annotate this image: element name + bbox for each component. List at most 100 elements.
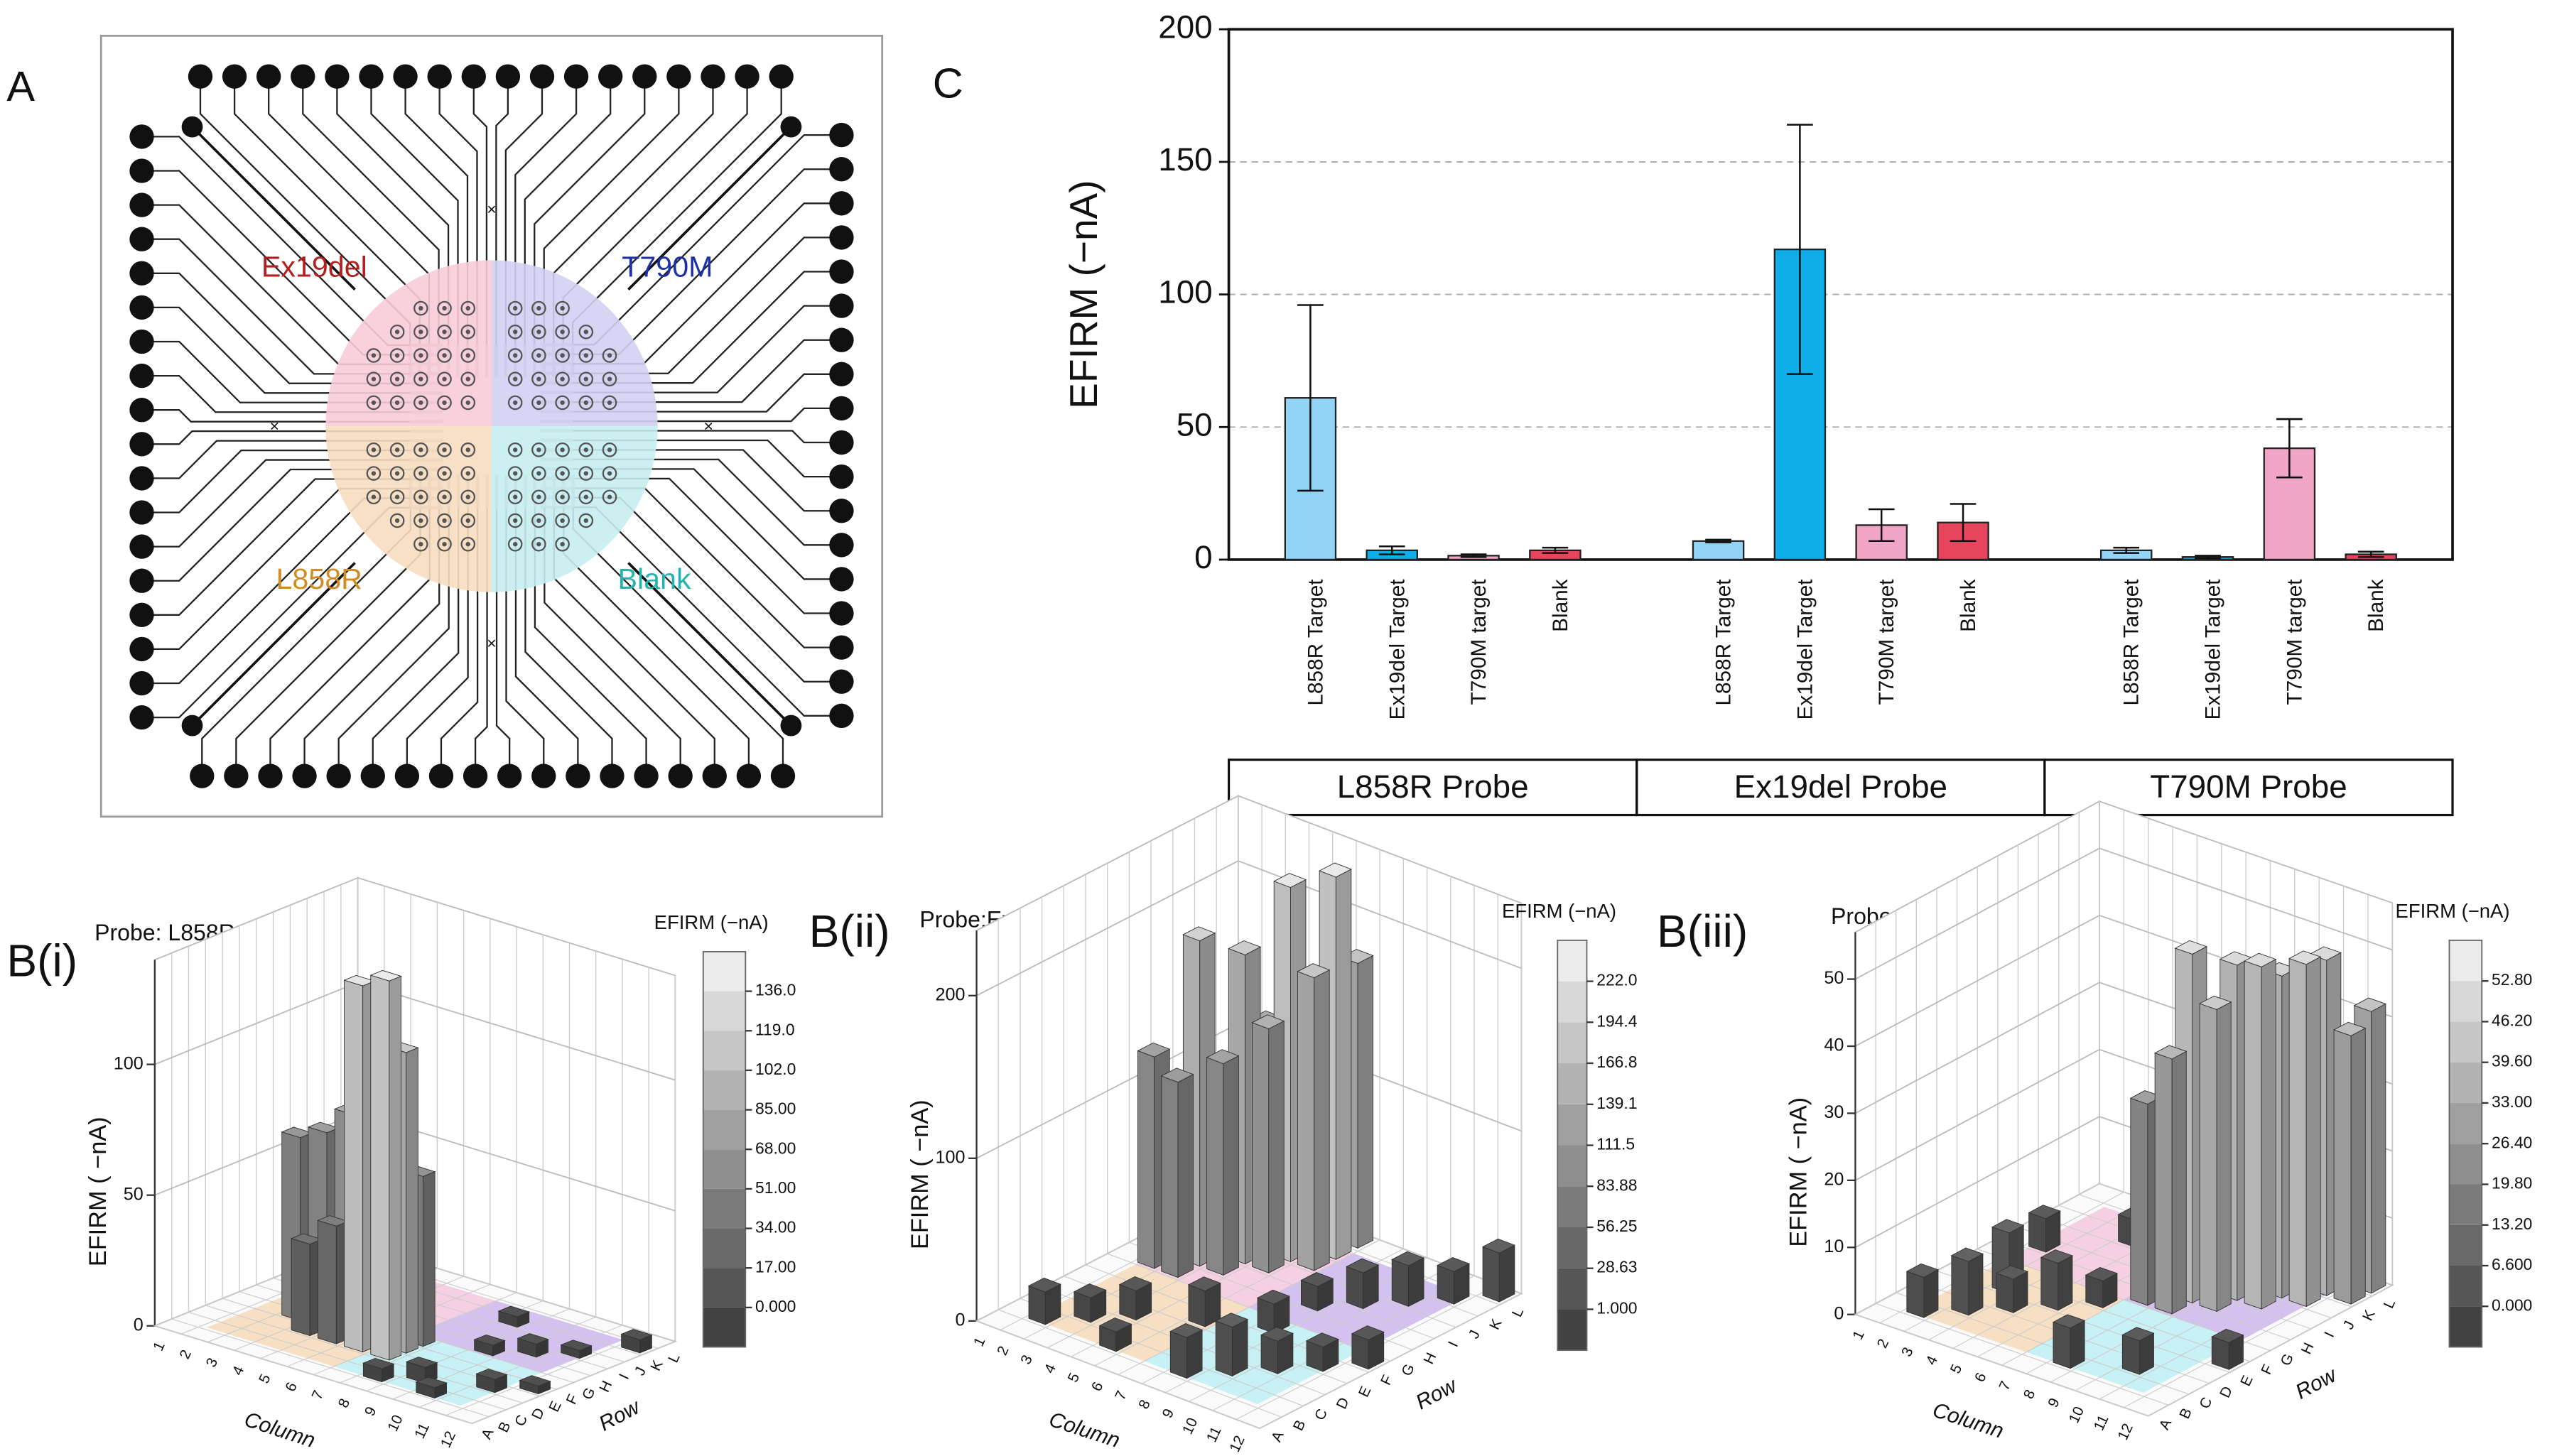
bar-face [1951, 1255, 1969, 1316]
row-tick-label: K [1486, 1316, 1505, 1332]
pad [292, 764, 317, 788]
floor-grid [1896, 1292, 2190, 1395]
bar-top [1351, 1325, 1385, 1341]
bar-top [1098, 1317, 1132, 1332]
column-tick-label: 6 [282, 1380, 301, 1394]
column-tick-label: 5 [1947, 1362, 1966, 1376]
colorbar-tick-label: 17.00 [755, 1257, 796, 1276]
row-tick-label: D [2217, 1384, 2236, 1400]
bar-top [1137, 1042, 1171, 1058]
electrode [602, 371, 617, 386]
colorbar-band [2449, 1102, 2482, 1144]
bar-face [1357, 955, 1374, 1249]
electrode [531, 536, 546, 552]
x-tick-label: T790M target [1875, 579, 1898, 705]
electrode [413, 442, 428, 457]
bar-face [1186, 1329, 1203, 1379]
pad [829, 157, 854, 182]
bar-face [1028, 1285, 1046, 1325]
quadrant-label: Blank [617, 563, 691, 595]
error-bar [1460, 553, 1487, 558]
x-tick-label: Blank [1549, 579, 1572, 632]
floor-grid [1875, 1303, 2169, 1406]
pad [129, 636, 154, 662]
z-tick-label: 0 [1834, 1303, 1844, 1323]
colorbar-tick-label: 0.000 [755, 1297, 796, 1315]
electrode [531, 513, 546, 528]
colorbar-band [1557, 1145, 1587, 1187]
error-bar [2113, 546, 2140, 554]
pad [129, 363, 154, 389]
electrode-dot [418, 353, 423, 358]
bar-3d [560, 1340, 593, 1359]
electrode-dot [512, 400, 518, 406]
pad [129, 568, 154, 593]
electrode-dot [607, 353, 612, 358]
electrode [437, 466, 452, 481]
bar-3d [2211, 1328, 2244, 1370]
trace [141, 409, 411, 423]
floor-grid [976, 1320, 1260, 1429]
row-tick-label: C [1312, 1406, 1331, 1423]
column-tick-label: 10 [384, 1413, 406, 1435]
pad [529, 64, 555, 89]
column-tick-label: 6 [1088, 1379, 1107, 1393]
column-tick-label: 5 [256, 1371, 274, 1386]
pad [129, 466, 154, 491]
pad [129, 534, 154, 559]
pad [736, 764, 762, 788]
electrode-dot [536, 518, 541, 523]
bar-face [1314, 969, 1330, 1271]
electrode [555, 395, 570, 411]
electrode-dot [583, 330, 589, 335]
pad [829, 703, 854, 728]
z-axis-label: EFIRM ( −nA) [85, 1117, 112, 1266]
electrode-dot [583, 353, 589, 358]
bar [1692, 540, 1745, 561]
column-tick-label: 10 [2066, 1404, 2088, 1426]
electrode-dot [465, 541, 470, 547]
electrode-dot [465, 494, 470, 499]
electrode-dot [394, 518, 400, 523]
bar-top [2121, 1327, 2155, 1342]
bar [2263, 447, 2316, 561]
bar-3d [620, 1329, 653, 1354]
electrode-dot [607, 471, 612, 476]
column-tick-label: 1 [1849, 1328, 1868, 1342]
error-bar [1378, 545, 1405, 555]
electrode-dot [536, 330, 541, 335]
electrode-dot [583, 400, 589, 406]
trace [573, 449, 842, 512]
electrode-dot [442, 447, 447, 452]
electrode-dot [394, 447, 400, 452]
bar-top [1228, 940, 1262, 955]
electrode [555, 489, 570, 505]
trace [514, 76, 578, 345]
electrode-dot [418, 376, 423, 381]
pad [829, 499, 854, 523]
electrode-dot [442, 471, 447, 476]
row-tick-label: A [478, 1426, 497, 1442]
column-tick-label: 11 [1204, 1424, 1225, 1445]
electrode [555, 371, 570, 386]
floor-grid [1855, 1314, 2148, 1417]
bar-3d [1391, 1251, 1425, 1308]
row-tick-label: H [596, 1378, 615, 1394]
colorbar-band [703, 1307, 746, 1347]
panel-label: A [6, 63, 35, 110]
pad [666, 64, 691, 89]
electrode-dot [536, 353, 541, 358]
electrode [389, 513, 405, 528]
bar-3d [1118, 1276, 1152, 1321]
bar-top [1950, 1247, 1984, 1262]
bar-3d [473, 1334, 506, 1357]
electrode [602, 466, 617, 481]
error-bar [1297, 304, 1324, 492]
trace [141, 440, 411, 479]
electrode-dot [371, 353, 377, 358]
bar-top [1991, 1219, 2025, 1234]
bar-top [1318, 862, 1352, 878]
pad [632, 64, 657, 89]
electrode [602, 348, 617, 363]
corner-lead [194, 562, 356, 724]
